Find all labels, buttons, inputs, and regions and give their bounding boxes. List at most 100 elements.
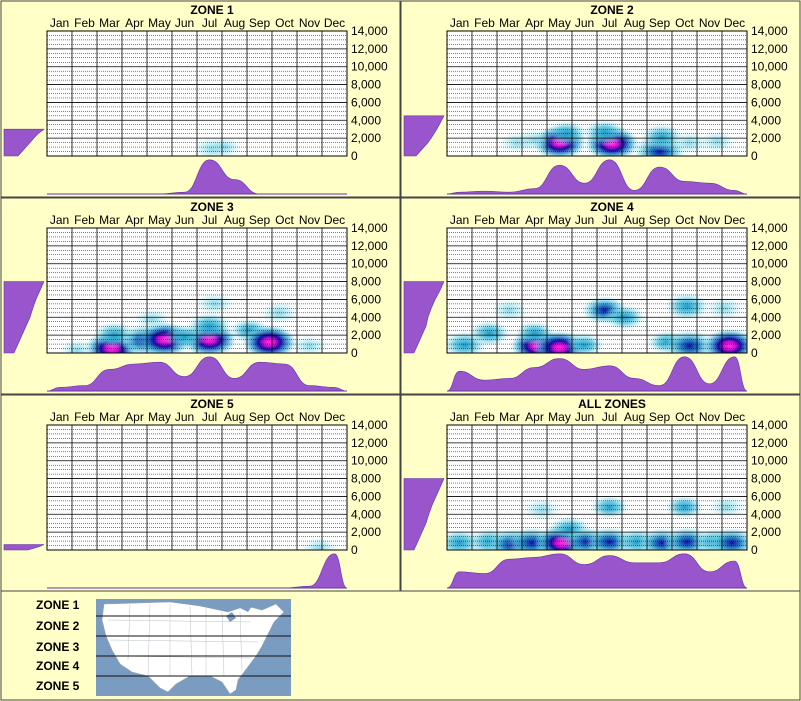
month-label-may: May	[548, 16, 571, 30]
y-tick-label: 14,000	[751, 24, 788, 38]
month-label-jul: Jul	[202, 410, 217, 424]
elevation-profile	[403, 478, 445, 551]
elevation-profile	[3, 544, 45, 551]
month-label-apr: Apr	[525, 213, 544, 227]
month-label-nov: Nov	[299, 213, 320, 227]
month-label-sep: Sep	[249, 16, 271, 30]
y-tick-label: 0	[751, 149, 758, 163]
month-label-may: May	[548, 410, 571, 424]
plot-border	[46, 227, 348, 354]
month-label-aug: Aug	[624, 16, 645, 30]
month-label-mar: Mar	[99, 410, 120, 424]
month-label-aug: Aug	[224, 410, 245, 424]
y-tick-label: 4,000	[751, 310, 781, 324]
month-label-jun: Jun	[575, 213, 594, 227]
elevation-profile	[403, 115, 445, 157]
legend-zone-3-label: ZONE 3	[36, 640, 80, 654]
y-tick-label: 10,000	[751, 454, 788, 468]
month-label-mar: Mar	[499, 410, 520, 424]
month-label-dec: Dec	[324, 213, 345, 227]
y-tick-label: 0	[351, 346, 358, 360]
month-label-mar: Mar	[99, 16, 120, 30]
month-label-may: May	[148, 213, 171, 227]
plot-border	[46, 30, 348, 157]
month-label-apr: Apr	[525, 410, 544, 424]
legend-zone-2-label: ZONE 2	[36, 619, 80, 633]
month-label-dec: Dec	[724, 16, 745, 30]
panel-all-zones: ALL ZONES Jan Feb Mar Apr May Jun Jul Aug Sep Oct N…	[400, 394, 801, 592]
y-tick-label: 10,000	[351, 257, 388, 271]
month-label-jun: Jun	[575, 16, 594, 30]
y-tick-label: 8,000	[751, 275, 781, 289]
month-label-apr: Apr	[125, 410, 144, 424]
month-label-jun: Jun	[175, 410, 194, 424]
y-tick-label: 8,000	[751, 472, 781, 486]
heat-blob-14	[705, 296, 744, 320]
panel-border	[0, 0, 401, 198]
chart-title: ZONE 5	[190, 397, 234, 411]
y-tick-label: 12,000	[751, 239, 788, 253]
monthly-profile	[46, 553, 348, 589]
y-tick-label: 2,000	[751, 525, 781, 539]
month-label-aug: Aug	[224, 16, 245, 30]
month-label-jun: Jun	[175, 213, 194, 227]
month-label-feb: Feb	[74, 410, 95, 424]
monthly-profile	[46, 159, 347, 195]
heatmap-layer	[58, 292, 327, 353]
plot-border	[446, 227, 748, 354]
y-tick-label: 2,000	[751, 328, 781, 342]
y-tick-label: 4,000	[351, 113, 381, 127]
y-tick-label: 6,000	[751, 95, 781, 109]
month-label-nov: Nov	[299, 410, 320, 424]
month-label-sep: Sep	[249, 410, 271, 424]
panel-zone-3: ZONE 3 Jan Feb Mar Apr May Jun Jul Aug Sep Oct Nov D…	[0, 197, 401, 395]
y-tick-label: 12,000	[351, 239, 388, 253]
month-label-jan: Jan	[450, 410, 469, 424]
month-label-jun: Jun	[575, 410, 594, 424]
plot-border	[446, 30, 748, 157]
panel-zone-5: ZONE 5 Jan Feb Mar Apr May Jun Jul Aug Sep Oct Nov D…	[0, 394, 401, 592]
y-tick-label: 6,000	[751, 489, 781, 503]
heat-blob-3	[490, 298, 529, 322]
month-label-sep: Sep	[249, 213, 271, 227]
y-tick-label: 12,000	[751, 436, 788, 450]
y-tick-label: 4,000	[751, 507, 781, 521]
month-label-may: May	[548, 213, 571, 227]
month-label-jan: Jan	[50, 410, 69, 424]
month-label-oct: Oct	[275, 213, 294, 227]
y-tick-label: 8,000	[351, 78, 381, 92]
month-label-dec: Dec	[324, 16, 345, 30]
month-label-sep: Sep	[649, 213, 671, 227]
month-label-jan: Jan	[50, 213, 69, 227]
y-tick-label: 14,000	[351, 221, 388, 235]
month-label-oct: Oct	[275, 16, 294, 30]
panel-zone-2: ZONE 2 Jan Feb Mar Apr May Jun Jul Aug Sep Oct Nov D…	[400, 0, 801, 198]
y-tick-label: 6,000	[351, 292, 381, 306]
y-tick-label: 8,000	[351, 472, 381, 486]
panel-border	[400, 197, 801, 395]
month-label-jul: Jul	[602, 16, 617, 30]
month-label-mar: Mar	[99, 213, 120, 227]
panel-border	[0, 197, 401, 395]
month-label-apr: Apr	[125, 213, 144, 227]
y-tick-label: 4,000	[351, 507, 381, 521]
y-tick-label: 14,000	[351, 418, 388, 432]
y-tick-label: 14,000	[751, 221, 788, 235]
y-tick-label: 4,000	[751, 113, 781, 127]
month-label-jul: Jul	[202, 16, 217, 30]
month-label-dec: Dec	[724, 213, 745, 227]
monthly-profile	[446, 159, 748, 195]
heatmap-layer	[499, 119, 736, 156]
month-label-mar: Mar	[499, 16, 520, 30]
y-tick-label: 10,000	[351, 454, 388, 468]
elevation-profile	[3, 128, 45, 157]
chart-title: ALL ZONES	[578, 397, 646, 411]
y-tick-label: 4,000	[351, 310, 381, 324]
month-label-apr: Apr	[525, 16, 544, 30]
y-tick-label: 10,000	[751, 257, 788, 271]
heat-blob-9	[589, 495, 630, 520]
y-tick-label: 12,000	[351, 42, 388, 56]
y-tick-label: 14,000	[351, 24, 388, 38]
month-label-jul: Jul	[202, 213, 217, 227]
